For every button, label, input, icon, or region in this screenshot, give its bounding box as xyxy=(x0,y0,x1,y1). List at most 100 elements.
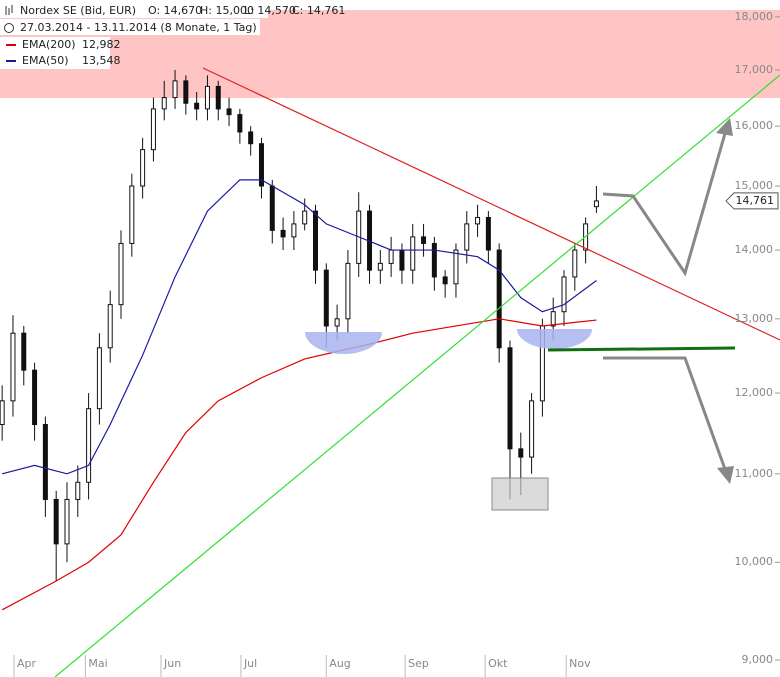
ohlc-label: O: 14,670 xyxy=(148,4,202,17)
x-tick-label: Sep xyxy=(408,657,429,670)
legend-label: EMA(200) xyxy=(22,38,76,51)
x-tick-label: Nov xyxy=(569,657,591,670)
header-bg xyxy=(0,19,260,35)
candle-body xyxy=(269,185,275,231)
y-tick-label: 9,000 xyxy=(742,653,774,666)
candle-body xyxy=(21,332,27,371)
y-tick-label: 17,000 xyxy=(735,63,774,76)
candle-body xyxy=(107,304,113,349)
candle-body xyxy=(42,424,48,500)
candle-body xyxy=(572,249,578,278)
candle-body xyxy=(323,269,329,327)
candle-body xyxy=(172,80,178,99)
header: Nordex SE (Bid, EUR) O: 14,670 H: 15,000… xyxy=(0,2,345,69)
price-tag-label: 14,761 xyxy=(736,194,775,207)
resistance-trendline xyxy=(202,67,780,341)
candle-body xyxy=(442,276,448,285)
y-tick-label: 16,000 xyxy=(735,119,774,132)
x-tick-label: Aug xyxy=(329,657,350,670)
y-tick-label: 18,000 xyxy=(735,10,774,23)
candle-body xyxy=(0,400,5,426)
price-tag xyxy=(725,192,779,210)
candle-body xyxy=(312,210,318,271)
candle-body xyxy=(86,408,92,483)
chart-icon xyxy=(5,5,13,15)
candle-body xyxy=(258,143,264,187)
x-tick-label: Okt xyxy=(488,657,508,670)
candle-body xyxy=(150,108,156,151)
candle-body xyxy=(485,216,491,251)
subtitle: 27.03.2014 - 13.11.2014 (8 Monate, 1 Tag… xyxy=(20,21,257,34)
candle-body xyxy=(248,131,254,145)
legend-value: 13,548 xyxy=(82,54,121,67)
legend: EMA(200) 12,982 EMA(50) 13,548 xyxy=(6,38,121,67)
ohlc-label: H: 15,000 xyxy=(200,4,254,17)
candle-body xyxy=(345,262,351,320)
y-tick-label: 15,000 xyxy=(735,179,774,192)
candle-body xyxy=(410,236,416,271)
plot xyxy=(0,69,599,611)
candle-body xyxy=(507,347,513,450)
legend-bg xyxy=(0,37,110,69)
candle-body xyxy=(183,80,189,104)
header-bg xyxy=(0,2,268,18)
candle-body xyxy=(496,249,502,349)
candle-body xyxy=(399,249,405,271)
candle-body xyxy=(75,481,81,500)
legend-label: EMA(50) xyxy=(22,54,69,67)
candle-body xyxy=(280,229,286,238)
y-tick-label: 13,000 xyxy=(735,312,774,325)
x-tick-label: Apr xyxy=(17,657,37,670)
candle-body xyxy=(464,223,470,251)
candle-body xyxy=(161,97,167,110)
candle-body xyxy=(53,498,59,545)
candle-body xyxy=(421,236,427,244)
y-tick-label: 11,000 xyxy=(735,467,774,480)
ema-line xyxy=(2,179,597,475)
candle-body xyxy=(215,85,221,110)
legend-value: 12,982 xyxy=(82,38,121,51)
candle-body xyxy=(388,249,394,264)
support-trendline xyxy=(54,74,780,677)
candle-body xyxy=(204,85,210,110)
y-tick-label: 14,000 xyxy=(735,243,774,256)
low-box xyxy=(491,477,549,511)
candle-body xyxy=(377,262,383,271)
scenario-arrow xyxy=(602,129,728,277)
candle-body xyxy=(334,318,340,327)
candle-body xyxy=(10,332,16,402)
candle-body xyxy=(32,369,38,426)
candle-body xyxy=(140,149,146,187)
chart-title: Nordex SE (Bid, EUR) xyxy=(20,4,136,17)
arrow-head xyxy=(717,466,734,484)
ohlc-label: C: 14,761 xyxy=(292,4,345,17)
bottom-marker xyxy=(517,329,592,349)
candle-body xyxy=(561,276,567,313)
scenario-arrow xyxy=(603,356,728,473)
candle-body xyxy=(453,249,459,285)
axes: 9,000 10,000 11,000 12,000 13,000 14,000 15,00… xyxy=(13,10,780,677)
candle-body xyxy=(550,311,556,327)
candle-body xyxy=(194,102,200,110)
candle-body xyxy=(431,242,437,278)
y-tick-label: 10,000 xyxy=(735,555,774,568)
bottom-marker xyxy=(305,332,382,355)
candle-body xyxy=(237,114,243,133)
candle-body xyxy=(302,210,308,225)
x-tick-label: Mai xyxy=(88,657,107,670)
ohlc-label: L: 14,570 xyxy=(244,4,296,17)
x-tick-label: Jun xyxy=(163,657,181,670)
y-tick-label: 12,000 xyxy=(735,386,774,399)
candle-body xyxy=(475,216,481,225)
candle-body xyxy=(529,400,535,458)
candle-body xyxy=(226,108,232,116)
arrow-head xyxy=(716,118,733,136)
ema-line xyxy=(1,318,597,611)
candle-body xyxy=(129,185,135,244)
support-line xyxy=(547,346,736,352)
clock-icon xyxy=(4,23,14,33)
annotations xyxy=(54,67,780,677)
candle-body xyxy=(64,498,70,545)
